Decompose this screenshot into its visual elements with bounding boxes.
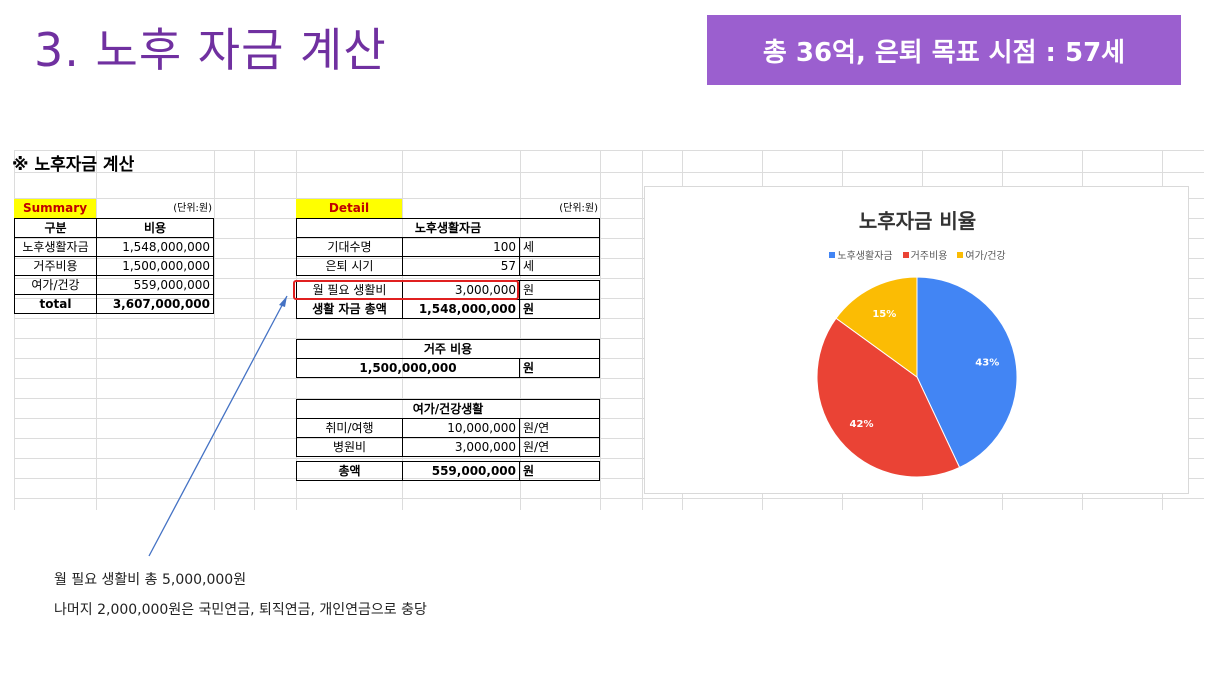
detail-row-name: 기대수명 bbox=[296, 237, 403, 257]
leisure-row-name: 취미/여행 bbox=[296, 418, 403, 438]
summary-row-value: 559,000,000 bbox=[96, 275, 214, 295]
legend-item: 노후생활자금 bbox=[829, 247, 893, 262]
leisure-total-unit: 원 bbox=[519, 461, 600, 481]
summary-row-name: 여가/건강 bbox=[14, 275, 97, 295]
housing-unit: 원 bbox=[519, 358, 600, 378]
leisure-total-name: 총액 bbox=[296, 461, 403, 481]
pie-data-label: 15% bbox=[872, 309, 896, 320]
detail-row-value: 57 bbox=[402, 256, 520, 276]
housing-header: 거주 비용 bbox=[296, 339, 600, 359]
legend-swatch bbox=[829, 251, 836, 258]
pie-svg: 43% 42% 15% bbox=[816, 276, 1018, 478]
leisure-total-value: 559,000,000 bbox=[402, 461, 520, 481]
detail-row-unit: 세 bbox=[519, 237, 600, 257]
legend-swatch bbox=[902, 251, 909, 258]
summary-row-name: 노후생활자금 bbox=[14, 237, 97, 257]
summary-row-name: 거주비용 bbox=[14, 256, 97, 276]
pie-slice bbox=[816, 317, 961, 478]
legend-label: 여가/건강 bbox=[965, 251, 1006, 262]
summary-header-cost: 비용 bbox=[96, 218, 214, 238]
pie-data-label: 42% bbox=[850, 419, 874, 430]
detail-total-value: 1,548,000,000 bbox=[402, 299, 520, 319]
legend-swatch bbox=[957, 251, 964, 258]
sheet-title: ※ 노후자금 계산 bbox=[12, 155, 135, 175]
chart-legend: 노후생활자금 거주비용 여가/건강 bbox=[645, 247, 1190, 262]
slide-title: 3. 노후 자금 계산 bbox=[34, 23, 387, 77]
summary-total-label: total bbox=[14, 294, 97, 314]
legend-item: 여가/건강 bbox=[957, 247, 1006, 262]
note-line-1: 월 필요 생활비 총 5,000,000원 bbox=[54, 572, 247, 588]
note-line-2: 나머지 2,000,000원은 국민연금, 퇴직연금, 개인연금으로 충당 bbox=[54, 602, 427, 618]
leisure-row-unit: 원/연 bbox=[519, 418, 600, 438]
pie-data-label: 43% bbox=[975, 357, 999, 368]
summary-header-category: 구분 bbox=[14, 218, 97, 238]
detail-unit: (단위:원) bbox=[559, 203, 598, 214]
summary-unit: (단위:원) bbox=[173, 203, 212, 214]
detail-row-unit: 원 bbox=[519, 280, 600, 300]
detail-row-name: 은퇴 시기 bbox=[296, 256, 403, 276]
summary-label: Summary bbox=[14, 199, 96, 218]
living-header: 노후생활자금 bbox=[296, 218, 600, 238]
detail-row-unit: 세 bbox=[519, 256, 600, 276]
summary-badge: 총 36억, 은퇴 목표 시점 : 57세 bbox=[707, 15, 1181, 85]
chart-title: 노후자금 비율 bbox=[858, 209, 977, 233]
detail-total-name: 생활 자금 총액 bbox=[296, 299, 403, 319]
detail-total-unit: 원 bbox=[519, 299, 600, 319]
leisure-row-value: 10,000,000 bbox=[402, 418, 520, 438]
detail-row-value: 100 bbox=[402, 237, 520, 257]
legend-label: 노후생활자금 bbox=[837, 251, 893, 262]
leisure-row-name: 병원비 bbox=[296, 437, 403, 457]
pie-slice bbox=[916, 276, 1018, 469]
legend-item: 거주비용 bbox=[902, 247, 948, 262]
summary-row-value: 1,500,000,000 bbox=[96, 256, 214, 276]
pie-chart: 노후자금 비율 노후생활자금 거주비용 여가/건강 43% 42% 15% bbox=[644, 186, 1189, 494]
summary-row-value: 1,548,000,000 bbox=[96, 237, 214, 257]
summary-total-value: 3,607,000,000 bbox=[96, 294, 214, 314]
leisure-row-unit: 원/연 bbox=[519, 437, 600, 457]
housing-value: 1,500,000,000 bbox=[296, 358, 520, 378]
highlight-box bbox=[293, 280, 519, 300]
leisure-header: 여가/건강생활 bbox=[296, 399, 600, 419]
legend-label: 거주비용 bbox=[910, 251, 948, 262]
pie-slice bbox=[835, 276, 918, 378]
detail-label: Detail bbox=[296, 199, 402, 218]
leisure-row-value: 3,000,000 bbox=[402, 437, 520, 457]
